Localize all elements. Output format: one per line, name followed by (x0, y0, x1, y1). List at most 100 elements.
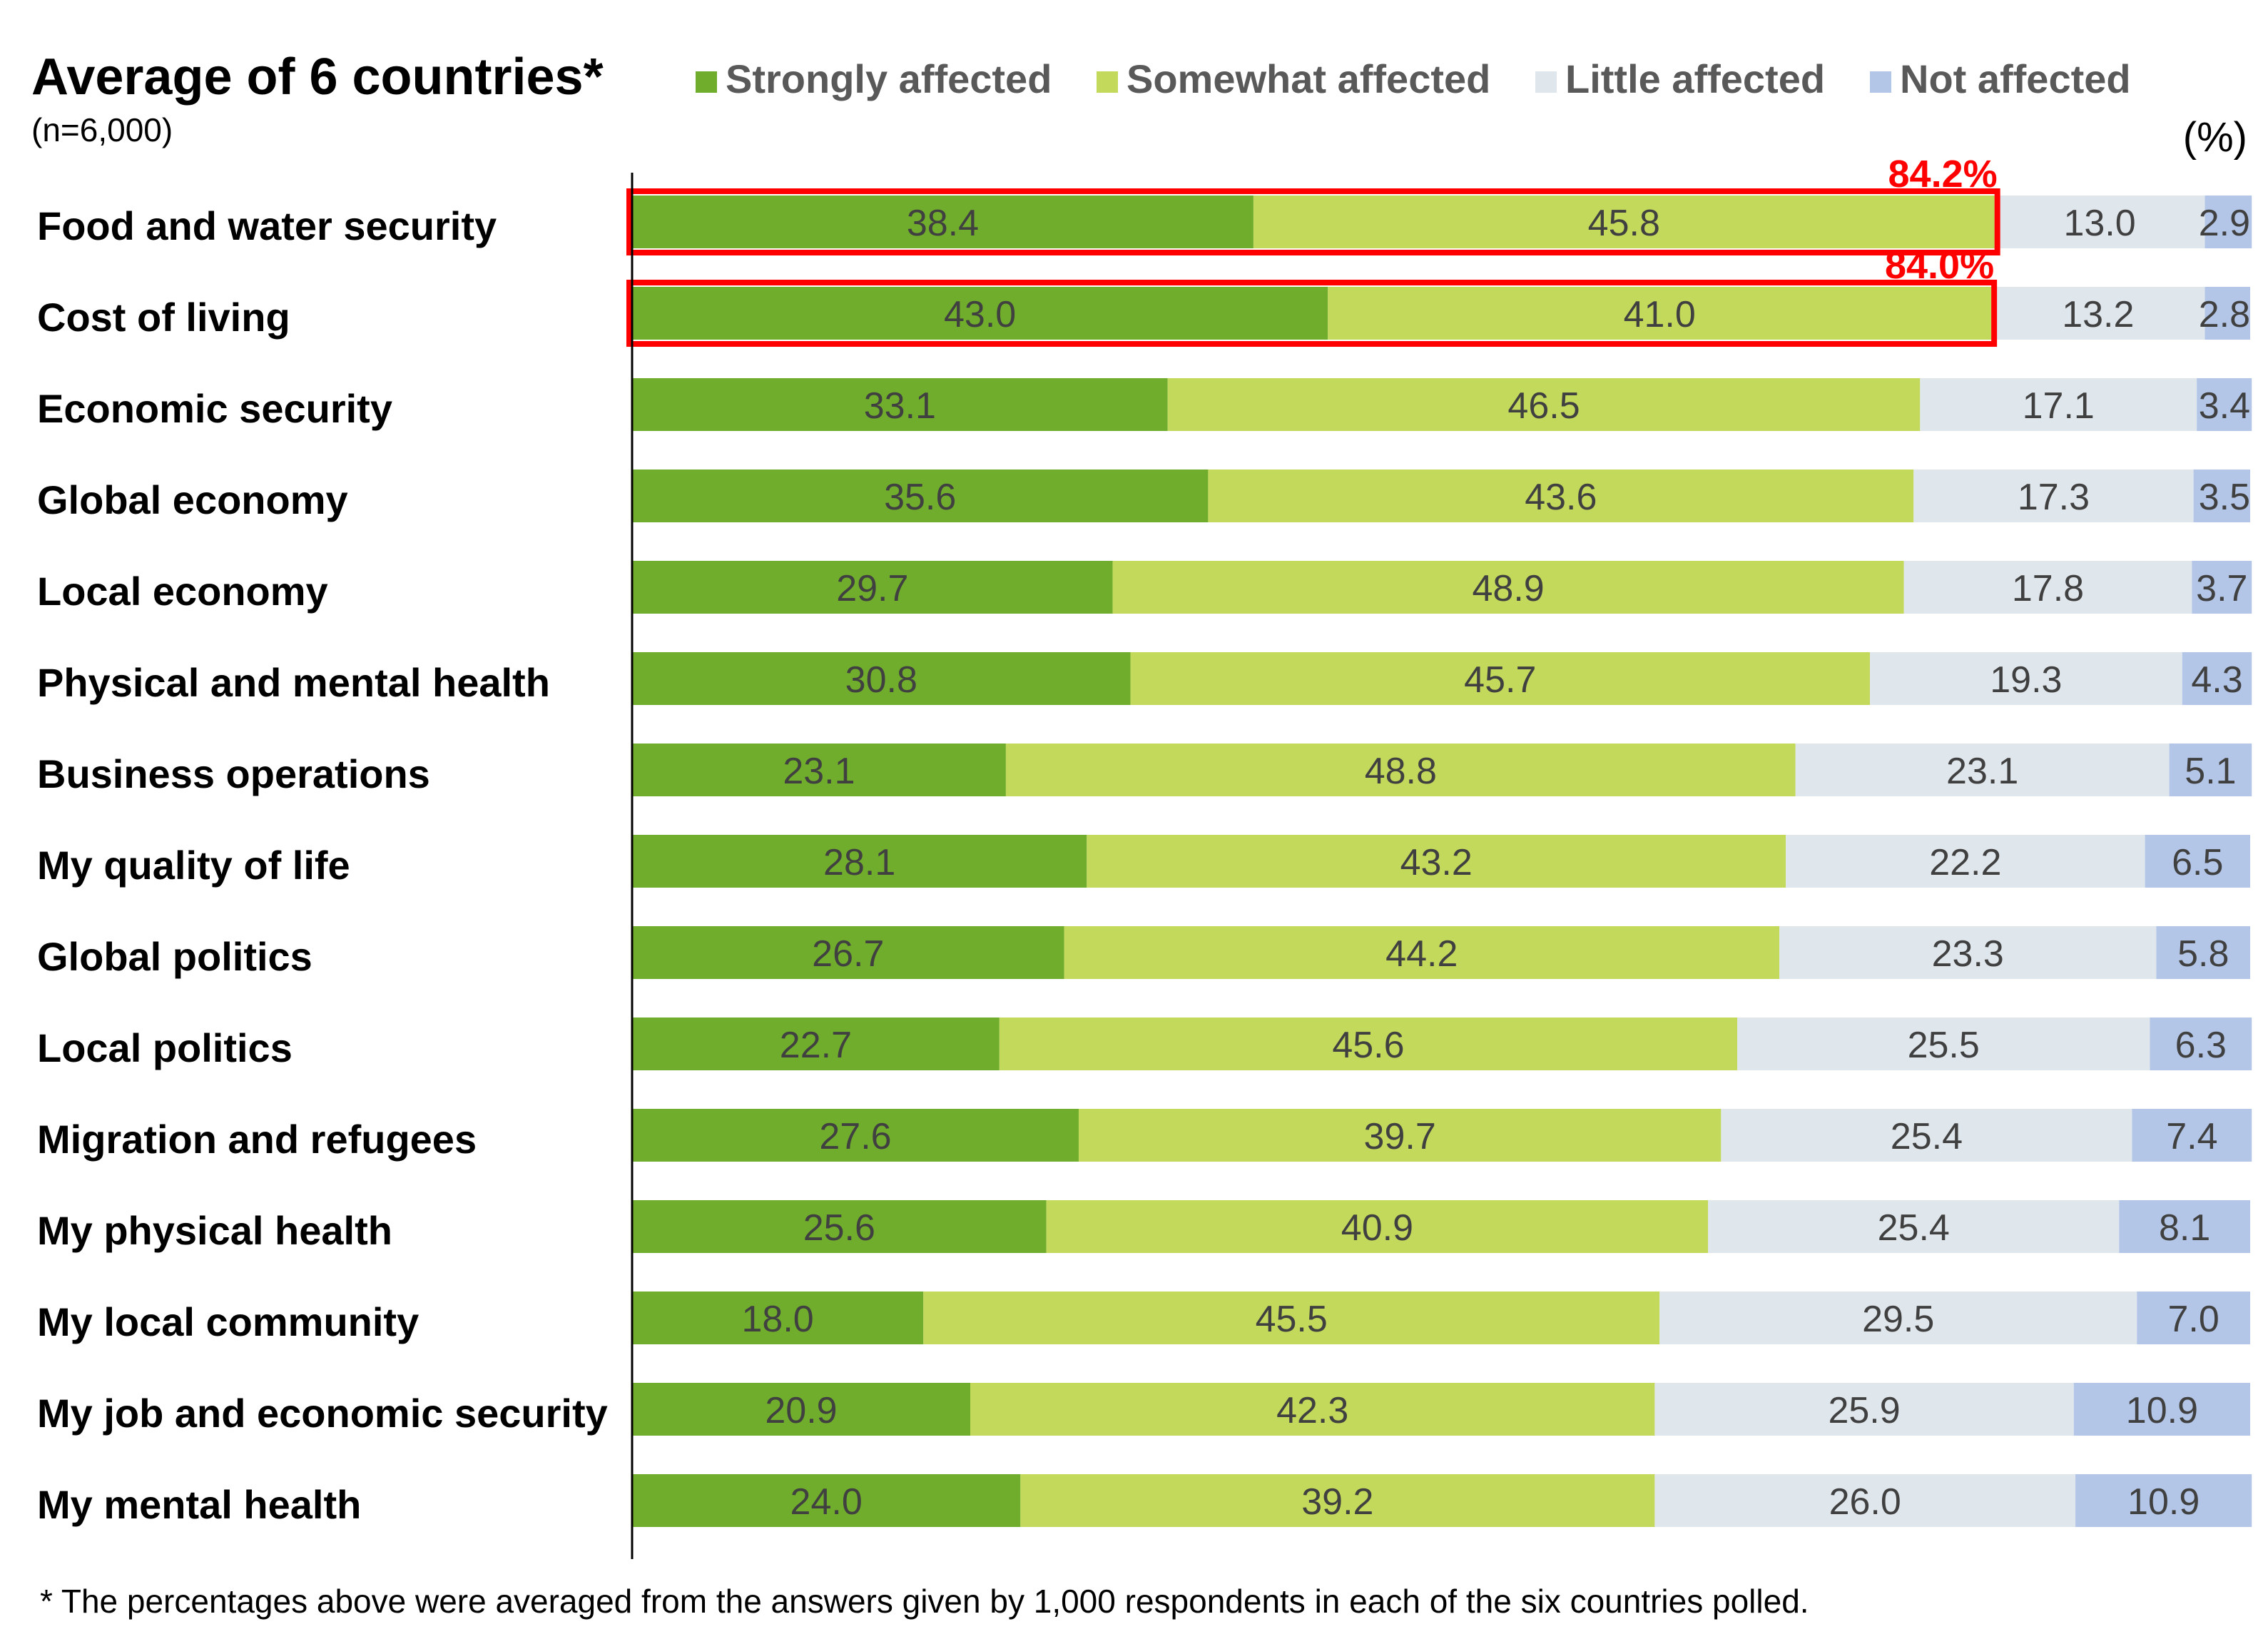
data-label: 17.8 (2012, 568, 2084, 609)
bar-segment (2156, 926, 2250, 979)
highlight-box (626, 280, 1998, 347)
category-label: My local community (37, 1299, 419, 1344)
bar-segment (1991, 287, 2205, 340)
category-label: My physical health (37, 1208, 392, 1253)
data-label: 23.1 (1946, 751, 2018, 792)
bar-segment (2192, 561, 2252, 614)
legend-swatch-2 (1535, 71, 1557, 93)
category-label: Physical and mental health (37, 660, 550, 705)
category-label: My quality of life (37, 843, 350, 888)
bar-segment (632, 378, 1168, 431)
bar-segment (1737, 1018, 2150, 1070)
bar-segment (1721, 1109, 2132, 1162)
data-label: 43.0 (944, 294, 1016, 335)
data-label: 48.8 (1365, 751, 1437, 792)
data-label: 35.6 (884, 477, 956, 518)
data-label: 25.4 (1878, 1207, 1950, 1249)
data-label: 33.1 (864, 385, 936, 427)
bar-segment (1167, 378, 1921, 431)
bar-segment (1659, 1292, 2137, 1344)
data-label: 17.1 (2023, 385, 2095, 427)
bar-segment (632, 196, 1253, 248)
unit-label: (%) (2183, 114, 2247, 161)
data-label: 3.4 (2199, 385, 2250, 427)
bar-segment (1020, 1474, 1655, 1527)
bar-segment (2205, 287, 2250, 340)
bar-segment (1208, 470, 1914, 522)
bar-segment (2132, 1109, 2252, 1162)
bar-segment (1005, 744, 1796, 796)
bar-segment (1253, 196, 1995, 248)
bar-segment (1786, 835, 2145, 888)
bar-segment (2073, 1383, 2250, 1436)
data-label: 38.4 (907, 203, 979, 244)
bar-segment (632, 561, 1113, 614)
bar-segment (923, 1292, 1660, 1344)
data-label: 10.9 (2126, 1390, 2198, 1431)
data-label: 24.0 (790, 1481, 863, 1523)
data-label: 25.6 (803, 1207, 875, 1249)
data-label: 6.3 (2175, 1025, 2227, 1066)
data-label: 41.0 (1624, 294, 1696, 335)
bar-segment (1708, 1200, 2120, 1253)
bar-segment (1064, 926, 1780, 979)
data-label: 26.0 (1829, 1481, 1901, 1523)
data-label: 43.6 (1525, 477, 1597, 518)
category-label: My job and economic security (37, 1391, 608, 1436)
bar-segment (632, 470, 1209, 522)
plot-area: Food and water security 38.4 45.8 13.0 2.9 Co… (37, 153, 2252, 1527)
bar-segment (1654, 1474, 2076, 1527)
bar-segment (1046, 1200, 1709, 1253)
category-label: Local economy (37, 569, 328, 614)
bar-segment (2119, 1200, 2250, 1253)
bar-segment (1994, 196, 2205, 248)
data-label: 26.7 (812, 933, 884, 975)
legend-swatch-3 (1870, 71, 1891, 93)
data-label: 5.1 (2185, 751, 2236, 792)
legend-label-2: Little affected (1565, 56, 1825, 101)
bar-segment (632, 835, 1087, 888)
data-label: 18.0 (742, 1299, 814, 1340)
bar-segment (632, 1292, 924, 1344)
data-label: 29.7 (836, 568, 908, 609)
data-label: 8.1 (2159, 1207, 2210, 1249)
bar-segment (1078, 1109, 1722, 1162)
legend-swatch-1 (1097, 71, 1118, 93)
legend-swatch-0 (696, 71, 717, 93)
bar-segment (1870, 652, 2182, 705)
data-label: 27.6 (819, 1116, 891, 1157)
bar-segment (2205, 196, 2252, 248)
data-label: 7.4 (2166, 1116, 2217, 1157)
data-label: 22.7 (780, 1025, 852, 1066)
data-label: 2.9 (2199, 203, 2250, 244)
bar-segment (2137, 1292, 2250, 1344)
data-label: 17.3 (2018, 477, 2090, 518)
data-label: 29.5 (1862, 1299, 1934, 1340)
bar-segment (2193, 470, 2250, 522)
data-label: 48.9 (1473, 568, 1545, 609)
bar-segment (632, 926, 1064, 979)
bar-segment (1112, 561, 1904, 614)
category-label: Cost of living (37, 295, 290, 340)
bar-segment (999, 1018, 1738, 1070)
data-label: 3.7 (2196, 568, 2247, 609)
bar-segment (1654, 1383, 2074, 1436)
data-label: 44.2 (1385, 933, 1458, 975)
data-label: 25.9 (1828, 1390, 1900, 1431)
data-label: 45.7 (1464, 659, 1536, 701)
footnote: * The percentages above were averaged fr… (40, 1583, 1809, 1620)
bar-segment (632, 652, 1131, 705)
category-label: Global economy (37, 477, 348, 522)
bar-segment (632, 1018, 1000, 1070)
category-label: Migration and refugees (37, 1117, 477, 1162)
chart-title: Average of 6 countries* (31, 49, 604, 106)
data-label: 23.3 (1932, 933, 2004, 975)
bar-segment (632, 744, 1006, 796)
data-label: 23.1 (783, 751, 855, 792)
data-label: 7.0 (2167, 1299, 2219, 1340)
data-label: 19.3 (1990, 659, 2062, 701)
bar-segment (1913, 470, 2194, 522)
bar-segment (632, 1200, 1047, 1253)
data-label: 6.5 (2172, 842, 2223, 883)
